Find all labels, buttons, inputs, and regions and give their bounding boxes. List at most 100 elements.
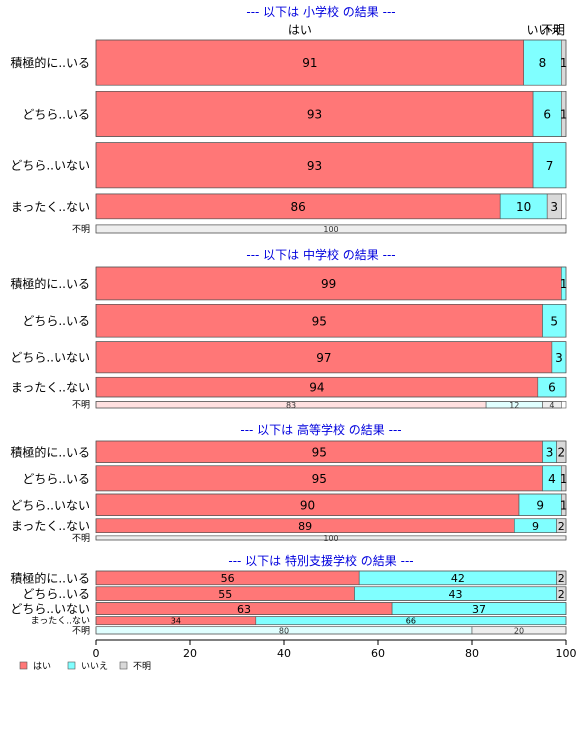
data-label: 2 [558, 520, 565, 533]
bar-outline [95, 440, 567, 463]
data-label: 66 [406, 617, 416, 626]
data-label: 86 [290, 200, 305, 214]
row-label: まったく..ない [11, 519, 90, 533]
bar-row: どちら..いる 55 43 2 [22, 586, 567, 601]
row-label: どちら..いない [10, 159, 90, 173]
x-tick-label: 0 [93, 647, 100, 660]
row-label: まったく..ない [11, 200, 90, 214]
legend: はい いいえ 不明 [19, 661, 151, 672]
row-label: どちら..いない [10, 498, 90, 512]
bar-outline [95, 266, 567, 301]
x-tick-label: 20 [183, 647, 197, 660]
bar-row: 積極的に..いる 99 1 [10, 266, 567, 301]
row-label: どちら..いる [22, 107, 90, 121]
panel-2: --- 以下は 中学校 の結果 --- 積極的に..いる 99 1 どちら..いる 95 5… [10, 247, 567, 411]
row-label: まったく..ない [11, 381, 90, 395]
data-label: 97 [316, 351, 331, 365]
bar-row: 積極的に..いる 56 42 2 [10, 570, 567, 586]
bar-row: どちら..いる 95 5 [22, 304, 567, 338]
bar-row: どちら..いない 90 9 1 [10, 493, 568, 516]
data-label: 10 [516, 200, 531, 214]
x-tick-label: 100 [556, 647, 577, 660]
data-label: 2 [558, 588, 565, 601]
data-label: 95 [312, 314, 327, 328]
data-label: 80 [279, 626, 289, 635]
data-label: 2 [557, 445, 565, 459]
row-label: 不明 [72, 533, 90, 544]
bar-row: 不明 100 [72, 224, 567, 235]
panel-4: --- 以下は 特別支援学校 の結果 ---積極的に..いる 56 42 2どちら..… [10, 553, 567, 636]
bar-outline [95, 493, 567, 516]
data-label: 1 [560, 107, 568, 121]
bar-row: どちら..いる 95 4 1 [22, 465, 568, 492]
bar-outline [95, 193, 567, 220]
bar-outline [95, 304, 567, 338]
data-label: 93 [307, 107, 322, 121]
data-label: 3 [546, 445, 554, 459]
bar-row: どちら..いない 97 3 [10, 341, 567, 374]
x-tick-label: 40 [277, 647, 291, 660]
row-label: どちら..いる [22, 472, 90, 486]
data-label: 55 [218, 588, 232, 601]
data-label: 20 [514, 626, 524, 635]
bar-outline [95, 376, 567, 398]
bar-outline [95, 341, 567, 374]
bar-segment [95, 465, 543, 492]
bar-outline [95, 224, 567, 234]
legend-swatch [119, 661, 128, 670]
bar-outline [95, 401, 567, 409]
bar-row: 不明 80 20 [72, 625, 567, 636]
bar-outline [95, 535, 567, 541]
bar-row: どちら..いない 93 7 [10, 142, 567, 189]
data-label: 4 [548, 472, 556, 486]
data-label: 1 [560, 498, 568, 512]
data-label: 9 [536, 498, 544, 512]
row-label: 不明 [72, 400, 90, 411]
data-label: 42 [451, 572, 465, 585]
bar-segment [499, 193, 548, 220]
data-label: 100 [323, 225, 338, 234]
data-label: 94 [309, 381, 324, 395]
data-label: 37 [472, 603, 486, 616]
data-label: 1 [560, 56, 568, 70]
x-tick-label: 60 [371, 647, 385, 660]
data-label: 3 [550, 200, 558, 214]
legend-label: いいえ [81, 661, 108, 672]
x-tick-label: 80 [465, 647, 479, 660]
bar-row: まったく..ない 34 66 [31, 616, 567, 627]
legend-label: はい [33, 661, 51, 672]
legend-label: 不明 [133, 661, 151, 672]
row-label: 不明 [72, 625, 90, 636]
bar-row: 積極的に..いる 91 8 1 [10, 39, 568, 86]
x-axis: 0 20 40 60 80 100 [93, 639, 577, 660]
bar-outline [95, 602, 567, 615]
data-label: 4 [549, 401, 554, 410]
bar-outline [95, 586, 567, 601]
data-label: 1 [560, 472, 568, 486]
data-label: 91 [302, 56, 317, 70]
data-label: 43 [449, 588, 463, 601]
data-label: 95 [312, 472, 327, 486]
bar-row: まったく..ない 94 6 [11, 376, 567, 398]
row-label: 積極的に..いる [10, 570, 90, 585]
data-label: 89 [298, 520, 312, 533]
legend-swatch [67, 661, 76, 670]
panel-title: --- 以下は 特別支援学校 の結果 --- [228, 553, 413, 568]
data-label: 63 [237, 603, 251, 616]
data-label: 90 [300, 498, 315, 512]
bar-outline [95, 626, 567, 635]
bar-outline [95, 39, 567, 86]
bar-row: まったく..ない 86 10 3 [11, 193, 567, 220]
row-label: 積極的に..いる [10, 55, 90, 70]
column-header: 不明 [541, 23, 565, 37]
data-label: 6 [548, 381, 556, 395]
data-label: 2 [558, 572, 565, 585]
data-label: 93 [307, 159, 322, 173]
legend-item: 不明 [119, 661, 151, 672]
data-label: 3 [555, 351, 563, 365]
bar-outline [95, 570, 567, 586]
data-label: 9 [532, 520, 539, 533]
data-label: 99 [321, 277, 336, 291]
